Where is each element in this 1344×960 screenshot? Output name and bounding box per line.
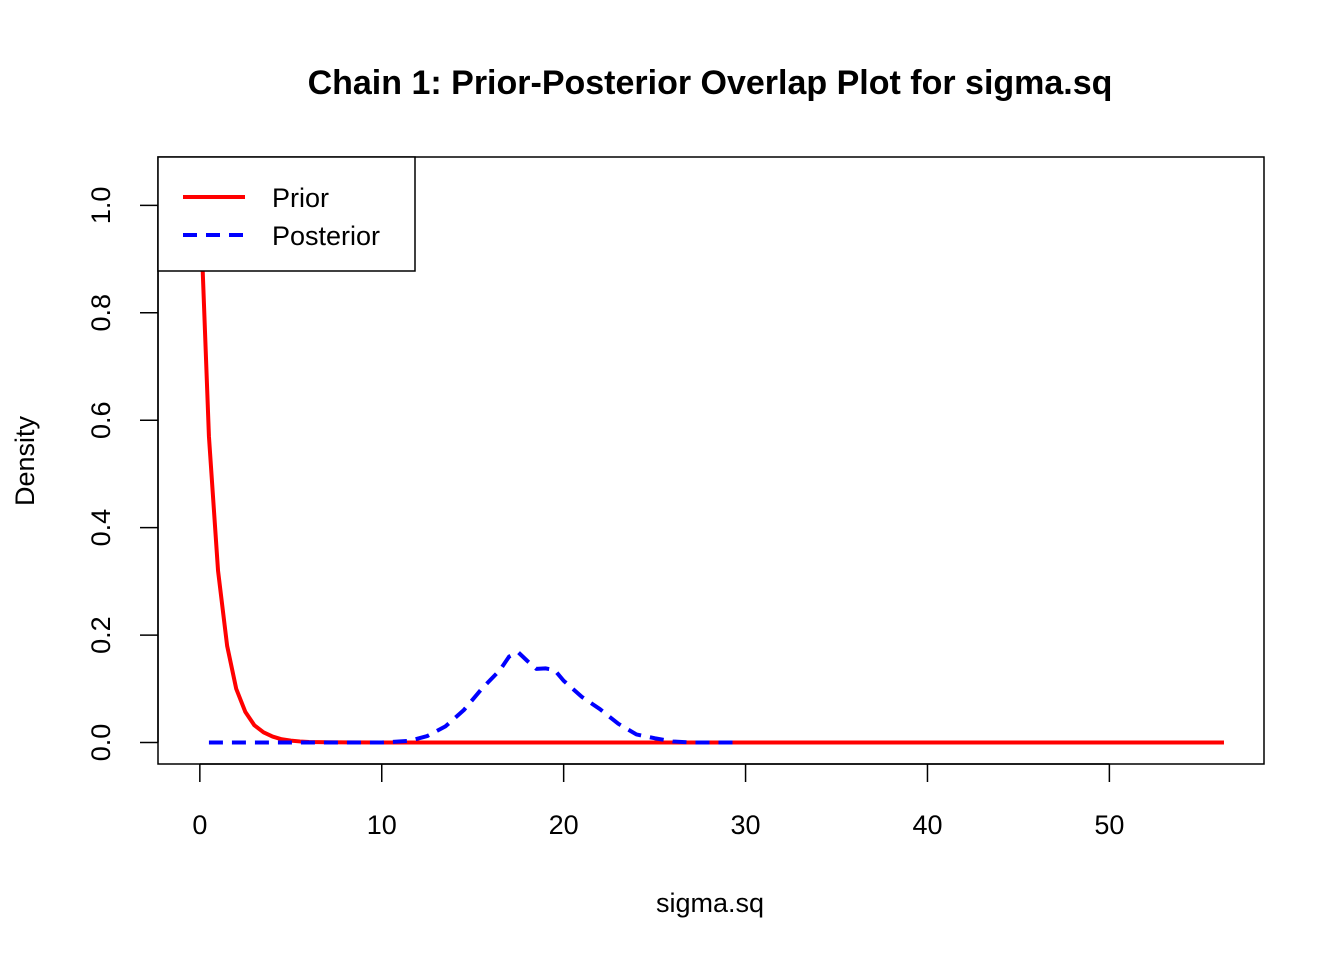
- legend-label-posterior: Posterior: [272, 221, 380, 251]
- x-tick-label: 50: [1094, 810, 1124, 840]
- y-axis: 0.0 0.2 0.4 0.6 0.8 1.0: [86, 187, 159, 762]
- y-tick-label: 0.6: [86, 401, 116, 439]
- legend: Prior Posterior: [157, 156, 416, 272]
- chart-title: Chain 1: Prior-Posterior Overlap Plot fo…: [308, 64, 1113, 102]
- x-tick-label: 20: [549, 810, 579, 840]
- x-axis: 0 10 20 30 40 50: [192, 763, 1124, 840]
- x-axis-label: sigma.sq: [656, 888, 764, 918]
- x-tick-label: 40: [912, 810, 942, 840]
- y-axis-label: Density: [10, 415, 40, 506]
- x-tick-label: 30: [731, 810, 761, 840]
- y-tick-label: 0.2: [86, 616, 116, 654]
- x-tick-label: 10: [367, 810, 397, 840]
- y-tick-label: 0.8: [86, 294, 116, 332]
- legend-label-prior: Prior: [272, 183, 329, 213]
- y-tick-label: 1.0: [86, 187, 116, 225]
- series-line-posterior: [208, 650, 733, 745]
- y-tick-label: 0.4: [86, 509, 116, 547]
- series-layer: [199, 242, 1224, 745]
- y-tick-label: 0.0: [86, 724, 116, 762]
- legend-box: [157, 156, 416, 272]
- series-line-prior: [199, 242, 1224, 745]
- x-tick-label: 0: [192, 810, 207, 840]
